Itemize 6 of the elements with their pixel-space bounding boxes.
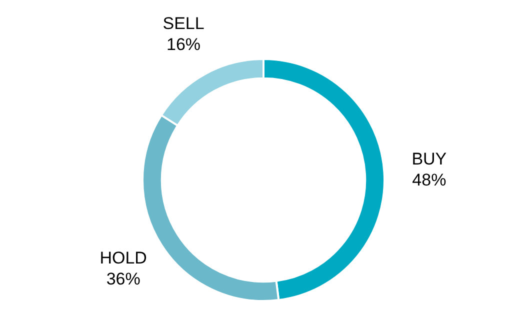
- slice-label: HOLD: [100, 248, 147, 268]
- data-label: 16%: [166, 35, 201, 54]
- slice-label: SELL: [162, 14, 204, 34]
- slice-label: BUY: [412, 149, 447, 168]
- data-label: 36%: [106, 270, 140, 289]
- data-label: 48%: [412, 170, 446, 190]
